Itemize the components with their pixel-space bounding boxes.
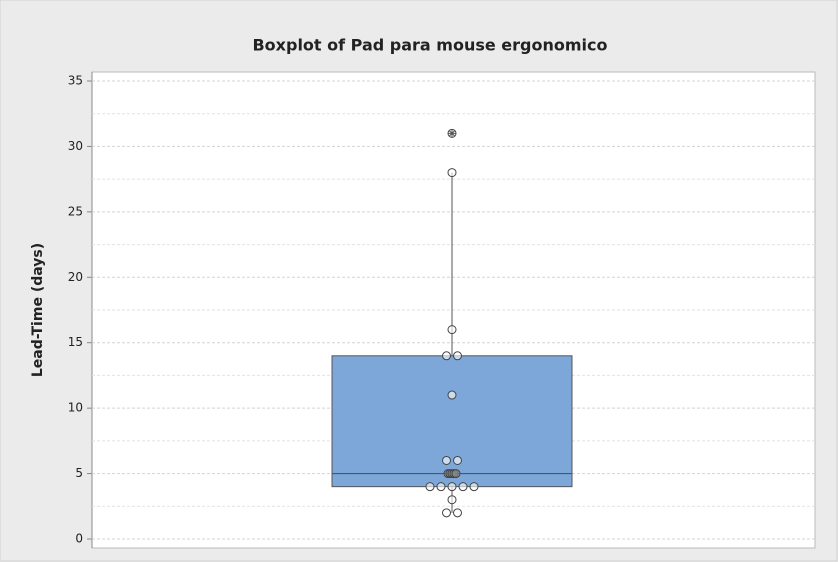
data-point bbox=[425, 482, 435, 492]
data-point bbox=[442, 351, 451, 361]
data-point bbox=[453, 351, 462, 361]
y-tick-label: 35 bbox=[68, 74, 83, 88]
y-tick-label: 5 bbox=[75, 466, 83, 480]
y-tick-label: 30 bbox=[68, 139, 83, 153]
data-point bbox=[469, 482, 479, 492]
y-tick-label: 15 bbox=[68, 335, 83, 349]
y-axis-label: Lead-Time (days) bbox=[30, 243, 46, 377]
data-point bbox=[447, 390, 457, 400]
y-tick-label: 0 bbox=[75, 532, 83, 546]
data-point bbox=[458, 482, 468, 492]
data-point bbox=[453, 455, 462, 465]
data-point bbox=[447, 168, 457, 178]
data-point bbox=[451, 469, 461, 479]
box bbox=[331, 355, 573, 488]
data-point bbox=[442, 508, 451, 518]
data-point bbox=[453, 508, 462, 518]
data-point bbox=[436, 482, 446, 492]
data-point bbox=[447, 482, 457, 492]
y-tick-label: 25 bbox=[68, 204, 83, 218]
outlier-star bbox=[448, 129, 456, 138]
data-point bbox=[447, 325, 457, 335]
data-point bbox=[447, 495, 457, 505]
data-point bbox=[442, 455, 451, 465]
chart-title: Boxplot of Pad para mouse ergonomico bbox=[252, 36, 607, 55]
y-tick-label: 20 bbox=[68, 270, 83, 284]
y-tick-label: 10 bbox=[68, 401, 83, 415]
